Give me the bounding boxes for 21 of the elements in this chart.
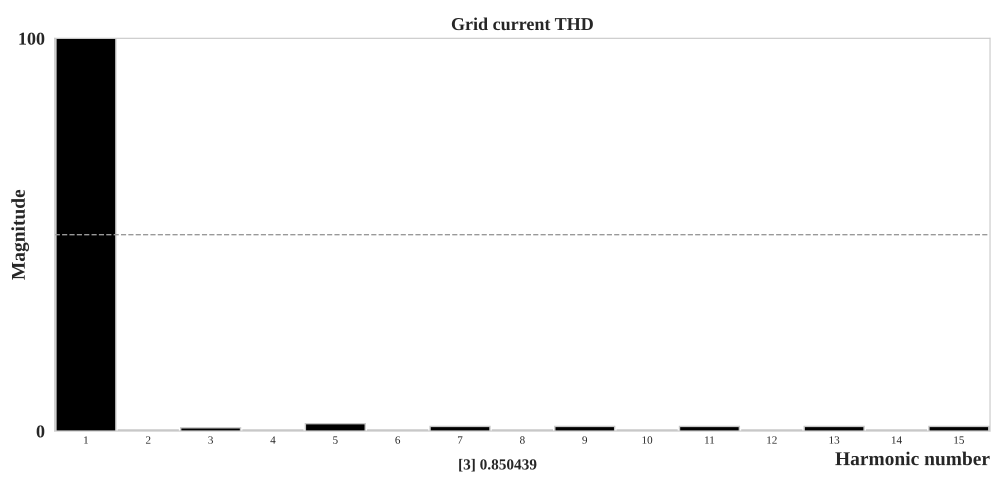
x-tick-label: 4	[270, 436, 276, 444]
x-tick-label: 14	[892, 436, 902, 444]
x-tick-label: 11	[705, 436, 714, 444]
x-tick-label: 3	[208, 436, 213, 444]
x-tick-label: 5	[333, 436, 338, 444]
x-tick-label: 12	[767, 436, 777, 444]
x-axis-title: Harmonic number	[835, 452, 990, 466]
text: [3] 0.850439	[459, 458, 536, 472]
x-tick-label: 10	[642, 436, 652, 444]
chart-title: Grid current THD	[452, 17, 593, 30]
x-tick-label: 8	[520, 436, 525, 444]
y-tick-label: 0	[36, 425, 44, 438]
x-tick-label: 15	[954, 436, 964, 444]
x-tick-label: 2	[146, 436, 150, 444]
y-tick-label: 100	[19, 32, 44, 45]
y-axis-title: Magnitude	[11, 190, 30, 280]
x-tick-label: 1	[84, 436, 88, 444]
x-tick-label: 7	[458, 436, 462, 444]
x-tick-label: 6	[395, 436, 400, 444]
x-tick-label: 9	[582, 436, 588, 444]
x-tick-label: 13	[830, 436, 840, 444]
